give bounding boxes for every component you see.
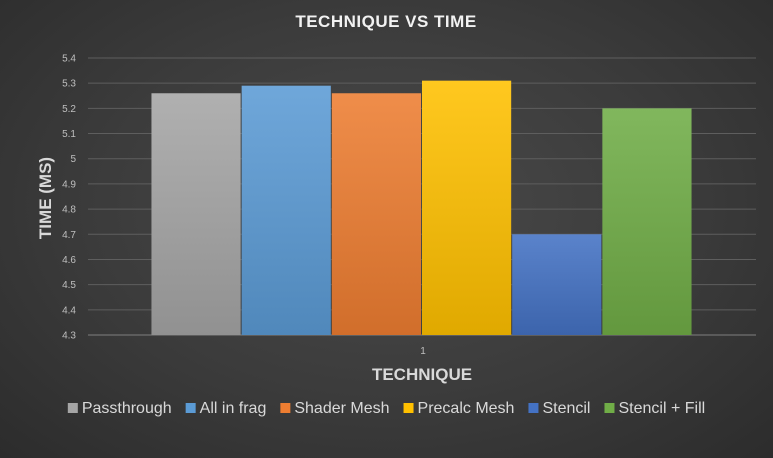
legend: Passthrough All in frag Shader Mesh Precalc…: [67, 400, 705, 417]
y-tick-label: 4.7: [62, 230, 76, 241]
y-tick-label: 5.4: [62, 54, 76, 65]
legend-label: Precalc Mesh: [418, 400, 515, 417]
x-axis-title: TECHNIQUE: [372, 365, 472, 384]
bars: [151, 80, 692, 335]
bar-all-in-frag: [241, 85, 331, 335]
y-tick-label: 5.3: [62, 79, 76, 90]
y-tick-label: 5.1: [62, 129, 76, 140]
y-tick-label: 5.2: [62, 104, 76, 115]
x-tick-label: 1: [420, 346, 426, 357]
y-tick-label: 4.8: [62, 205, 76, 216]
bar-passthrough: [151, 93, 241, 335]
y-axis-title: TIME (MS): [36, 157, 55, 239]
chart-title: TECHNIQUE VS TIME: [295, 12, 476, 31]
legend-item: Passthrough: [67, 400, 172, 417]
bar-stencil-fill: [602, 108, 692, 335]
legend-label: Passthrough: [82, 400, 172, 417]
y-tick-labels: 4.3 4.4 4.5 4.6 4.7 4.8 4.9 5 5.1 5.2 5.3 5.4: [62, 54, 76, 342]
bar-stencil: [512, 234, 602, 335]
bar-precalc-mesh: [422, 80, 512, 335]
legend-swatch: [528, 403, 539, 413]
y-tick-label: 4.5: [62, 280, 76, 291]
y-tick-label: 4.9: [62, 179, 76, 190]
legend-swatch: [403, 403, 414, 413]
legend-item: Stencil + Fill: [604, 400, 705, 417]
bar-shader-mesh: [331, 93, 421, 335]
legend-swatch: [185, 403, 196, 413]
y-tick-label: 4.6: [62, 255, 76, 266]
legend-swatch: [280, 403, 291, 413]
x-tick-labels: 1: [420, 346, 426, 357]
y-tick-label: 4.3: [62, 331, 76, 342]
legend-item: Stencil: [528, 400, 590, 417]
legend-swatch: [604, 403, 615, 413]
y-tick-label: 5: [70, 154, 76, 165]
y-tick-label: 4.4: [62, 305, 76, 316]
legend-item: Precalc Mesh: [403, 400, 515, 417]
legend-item: Shader Mesh: [280, 400, 390, 417]
legend-item: All in frag: [185, 400, 267, 417]
legend-swatch: [67, 403, 78, 413]
legend-label: All in frag: [200, 400, 267, 417]
legend-label: Shader Mesh: [294, 400, 389, 417]
legend-label: Stencil + Fill: [618, 400, 705, 417]
legend-label: Stencil: [542, 400, 590, 417]
